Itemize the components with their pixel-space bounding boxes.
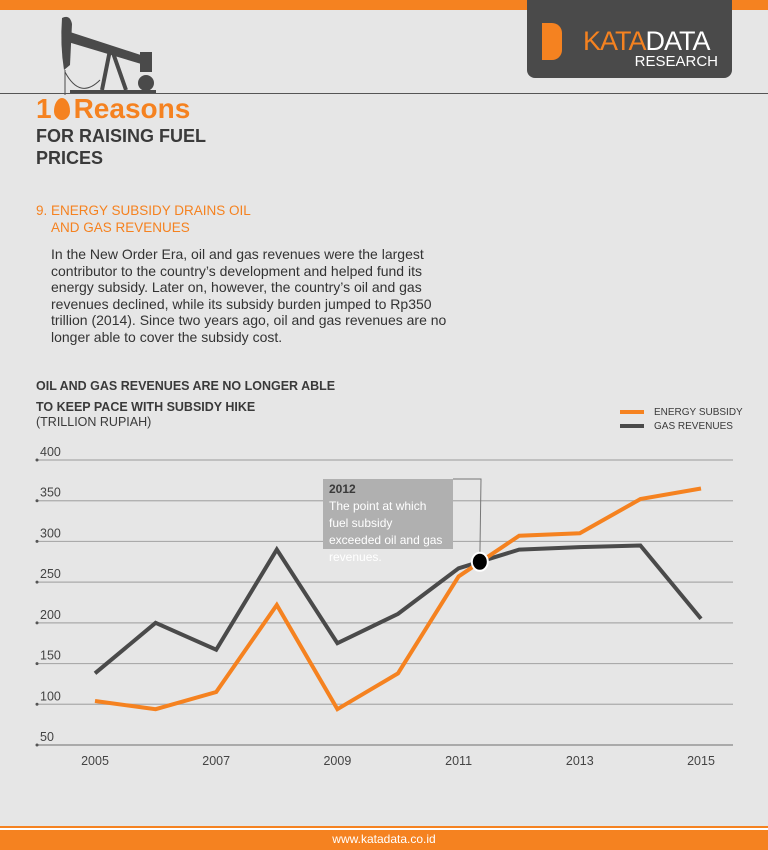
grid-dot (35, 539, 39, 543)
x-tick-label: 2007 (202, 754, 230, 768)
legend-label: GAS REVENUES (654, 420, 733, 432)
oil-drop-icon (53, 98, 70, 120)
y-tick-label: 150 (40, 649, 61, 663)
y-tick-label: 250 (40, 567, 61, 581)
y-tick-label: 50 (40, 730, 54, 744)
chart-title: OIL AND GAS REVENUES ARE NO LONGER ABLE T… (36, 376, 335, 418)
header-divider (0, 93, 768, 94)
grid-dot (35, 662, 39, 666)
crossover-marker (470, 551, 489, 572)
chart-title-line2: TO KEEP PACE WITH SUBSIDY HIKE (36, 400, 256, 414)
y-tick-label: 100 (40, 689, 61, 703)
annotation-year: 2012 (329, 482, 356, 496)
y-tick-label: 300 (40, 526, 61, 540)
footer-url[interactable]: www.katadata.co.id (332, 832, 436, 846)
logo-kata: KATA (583, 26, 647, 56)
subtitle: FOR RAISING FUEL PRICES (36, 126, 206, 168)
logo-data: DATA (645, 26, 711, 56)
legend: ENERGY SUBSIDY GAS REVENUES (620, 405, 743, 433)
section-heading-line2: AND GAS REVENUES (51, 220, 190, 235)
logo-research: RESEARCH (634, 53, 718, 70)
section-heading-line1: 9. ENERGY SUBSIDY DRAINS OIL (36, 203, 251, 218)
top-bar (0, 0, 768, 10)
footer-bar (0, 826, 768, 850)
x-tick-label: 2009 (323, 754, 351, 768)
title: 1 Reasons (36, 93, 190, 125)
section-body: In the New Order Era, oil and gas revenu… (51, 246, 447, 345)
grid-dot (35, 458, 39, 462)
y-tick-label: 200 (40, 608, 61, 622)
logo-d-icon (542, 23, 562, 60)
x-tick-label: 2011 (445, 754, 472, 768)
grid-dot (35, 621, 39, 625)
section-heading: 9. ENERGY SUBSIDY DRAINS OIL AND GAS REVE… (36, 202, 251, 236)
y-axis-label: (TRILLION RUPIAH) (36, 415, 152, 429)
title-number: 1 (36, 93, 52, 124)
x-tick-label: 2013 (566, 754, 594, 768)
x-tick-label: 2015 (687, 754, 715, 768)
legend-swatch (620, 424, 644, 428)
x-tick-label: 2005 (81, 754, 109, 768)
chart-title-line1: OIL AND GAS REVENUES ARE NO LONGER ABLE (36, 379, 336, 393)
oil-pump-icon (61, 16, 156, 95)
y-tick-label: 400 (40, 445, 61, 459)
annotation-box: 2012 The point at which fuel subsidy exce… (323, 479, 453, 564)
legend-item-subsidy: ENERGY SUBSIDY (620, 405, 743, 419)
title-text: Reasons (73, 93, 191, 124)
grid-dot (35, 702, 39, 706)
grid-dot (35, 580, 39, 584)
legend-swatch (620, 410, 644, 414)
legend-item-revenues: GAS REVENUES (620, 419, 743, 433)
annotation-text: The point at which fuel subsidy exceeded… (329, 499, 443, 564)
legend-label: ENERGY SUBSIDY (654, 406, 743, 418)
grid-dot (35, 499, 39, 503)
annotation-leader (453, 478, 482, 562)
grid-dot (35, 743, 39, 747)
y-tick-label: 350 (40, 486, 61, 500)
katadata-logo: KATADATA RESEARCH (527, 0, 732, 78)
